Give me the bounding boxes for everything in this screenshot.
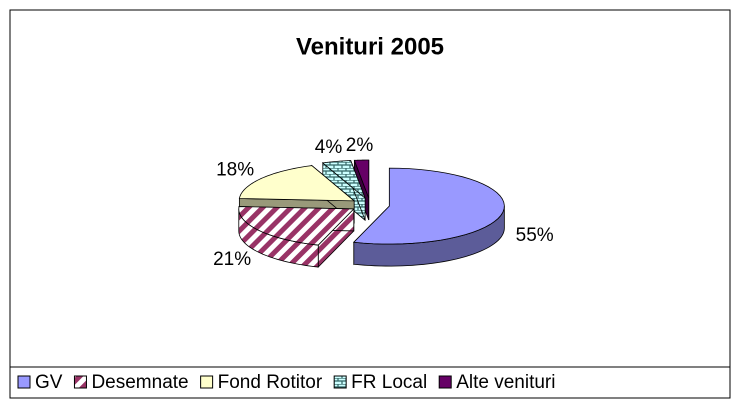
data-label: 2% bbox=[346, 135, 374, 156]
data-label: 55% bbox=[516, 225, 554, 246]
legend-swatch bbox=[73, 375, 87, 389]
slice-top bbox=[353, 159, 370, 199]
legend-label: FR Local bbox=[351, 372, 427, 393]
slice-top bbox=[352, 167, 505, 245]
legend-label: Desemnate bbox=[91, 372, 188, 393]
data-label: 21% bbox=[213, 249, 251, 270]
slice-top bbox=[238, 206, 355, 246]
legend-label: Alte venituri bbox=[456, 372, 555, 393]
legend-label: GV bbox=[35, 372, 63, 393]
data-label: 4% bbox=[315, 137, 343, 158]
slice-top bbox=[238, 165, 356, 202]
slice-top bbox=[321, 160, 367, 200]
pie-slice bbox=[352, 167, 505, 267]
chart-frame bbox=[9, 9, 731, 399]
pie-slice bbox=[238, 206, 355, 269]
legend-swatch bbox=[333, 375, 347, 389]
legend-box bbox=[9, 366, 731, 399]
legend-label: Fond Rotitor bbox=[218, 372, 323, 393]
legend-swatch bbox=[17, 375, 31, 389]
legend-swatch bbox=[200, 375, 214, 389]
legend-swatch bbox=[438, 375, 452, 389]
data-label: 18% bbox=[216, 159, 254, 180]
chart-title: Venituri 2005 bbox=[296, 33, 444, 60]
